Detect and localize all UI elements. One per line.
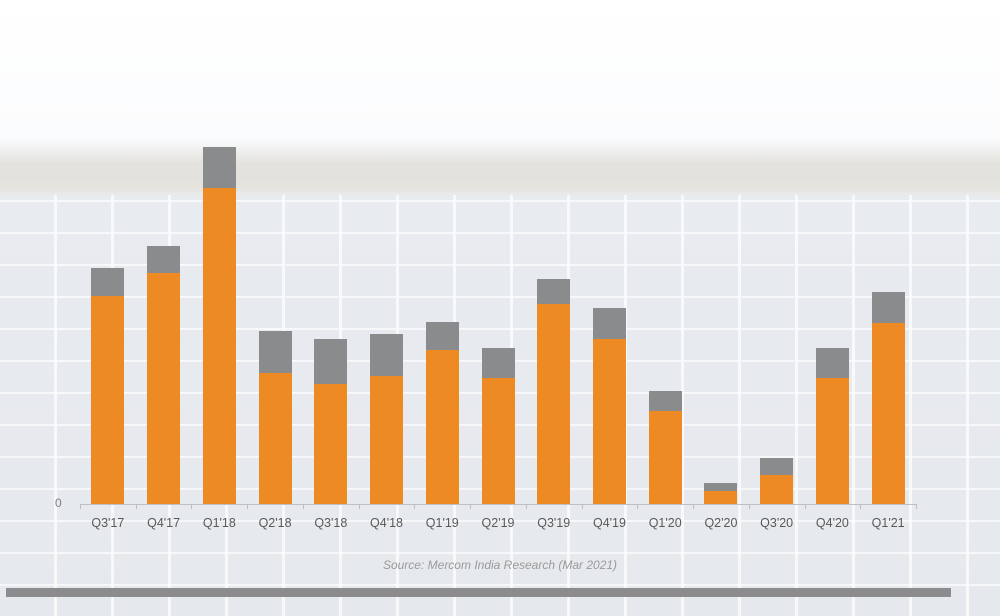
source-note: Source: Mercom India Research (Mar 2021): [382, 558, 618, 572]
x-tick-label: Q2'19: [481, 516, 515, 530]
bar-6: [425, 322, 459, 504]
bar-segment-gray: [314, 339, 348, 384]
x-tick-label: Q3'17: [91, 516, 125, 530]
y-axis-zero-label: 0: [55, 496, 62, 510]
bar-segment-orange: [871, 323, 905, 504]
x-tick-mark: [191, 504, 193, 509]
x-tick-label: Q2'20: [704, 516, 738, 530]
x-tick-mark: [748, 504, 750, 509]
bar-segment-gray: [760, 458, 794, 475]
x-tick-mark: [414, 504, 416, 509]
bar-11: [704, 483, 738, 504]
bar-segment-gray: [147, 246, 181, 273]
x-tick-mark: [637, 504, 639, 509]
bar-segment-orange: [481, 378, 515, 504]
x-tick-label: Q2'18: [258, 516, 292, 530]
bar-segment-orange: [592, 339, 626, 504]
bar-segment-orange: [147, 273, 181, 504]
bar-segment-orange: [704, 491, 738, 504]
x-tick-mark: [470, 504, 472, 509]
x-tick-mark: [358, 504, 360, 509]
bar-10: [648, 391, 682, 504]
x-tick-label: Q4'18: [370, 516, 404, 530]
bar-segment-gray: [704, 483, 738, 491]
bar-segment-orange: [648, 411, 682, 504]
bar-segment-orange: [202, 188, 236, 504]
x-tick-mark: [804, 504, 806, 509]
bar-segment-gray: [871, 292, 905, 323]
x-axis-line: [80, 504, 916, 505]
x-tick-mark: [581, 504, 583, 509]
bar-segment-orange: [314, 384, 348, 504]
bar-segment-gray: [648, 391, 682, 411]
bar-13: [815, 348, 849, 504]
bar-12: [760, 458, 794, 504]
bar-segment-orange: [370, 376, 404, 504]
bar-segment-gray: [258, 331, 292, 373]
bar-segment-orange: [425, 350, 459, 504]
x-tick-label: Q3'18: [314, 516, 348, 530]
footer-divider-bar: [6, 588, 951, 597]
bar-3: [258, 331, 292, 504]
bar-segment-gray: [537, 279, 571, 304]
bar-5: [370, 334, 404, 504]
bar-1: [147, 246, 181, 504]
bar-segment-orange: [91, 296, 125, 504]
x-tick-mark: [302, 504, 304, 509]
bar-segment-gray: [91, 268, 125, 296]
bar-8: [537, 279, 571, 504]
x-tick-mark: [247, 504, 249, 509]
x-tick-label: Q3'19: [537, 516, 571, 530]
bar-segment-gray: [815, 348, 849, 378]
x-tick-label: Q4'20: [815, 516, 849, 530]
bar-4: [314, 339, 348, 504]
bar-segment-gray: [370, 334, 404, 376]
x-tick-label: Q1'19: [425, 516, 459, 530]
x-tick-mark: [135, 504, 137, 509]
bar-segment-gray: [481, 348, 515, 378]
x-tick-label: Q4'19: [592, 516, 626, 530]
x-tick-label: Q1'20: [648, 516, 682, 530]
x-tick-label: Q4'17: [147, 516, 181, 530]
bar-segment-orange: [815, 378, 849, 504]
bar-segment-orange: [537, 304, 571, 504]
bar-segment-gray: [425, 322, 459, 350]
bar-segment-orange: [760, 475, 794, 504]
bar-0: [91, 268, 125, 504]
x-tick-label: Q3'20: [760, 516, 794, 530]
x-tick-mark: [693, 504, 695, 509]
bar-segment-gray: [202, 147, 236, 188]
x-tick-label: Q1'18: [202, 516, 236, 530]
x-tick-mark: [860, 504, 862, 509]
background-hills: [0, 140, 1000, 200]
bar-14: [871, 292, 905, 504]
bar-segment-orange: [258, 373, 292, 504]
bar-segment-gray: [592, 308, 626, 339]
bar-7: [481, 348, 515, 504]
bar-2: [202, 147, 236, 504]
bar-9: [592, 308, 626, 504]
x-tick-mark: [80, 504, 81, 509]
plot-area: [80, 0, 916, 504]
x-tick-label: Q1'21: [871, 516, 905, 530]
x-tick-mark: [525, 504, 527, 509]
x-tick-mark: [916, 504, 917, 509]
